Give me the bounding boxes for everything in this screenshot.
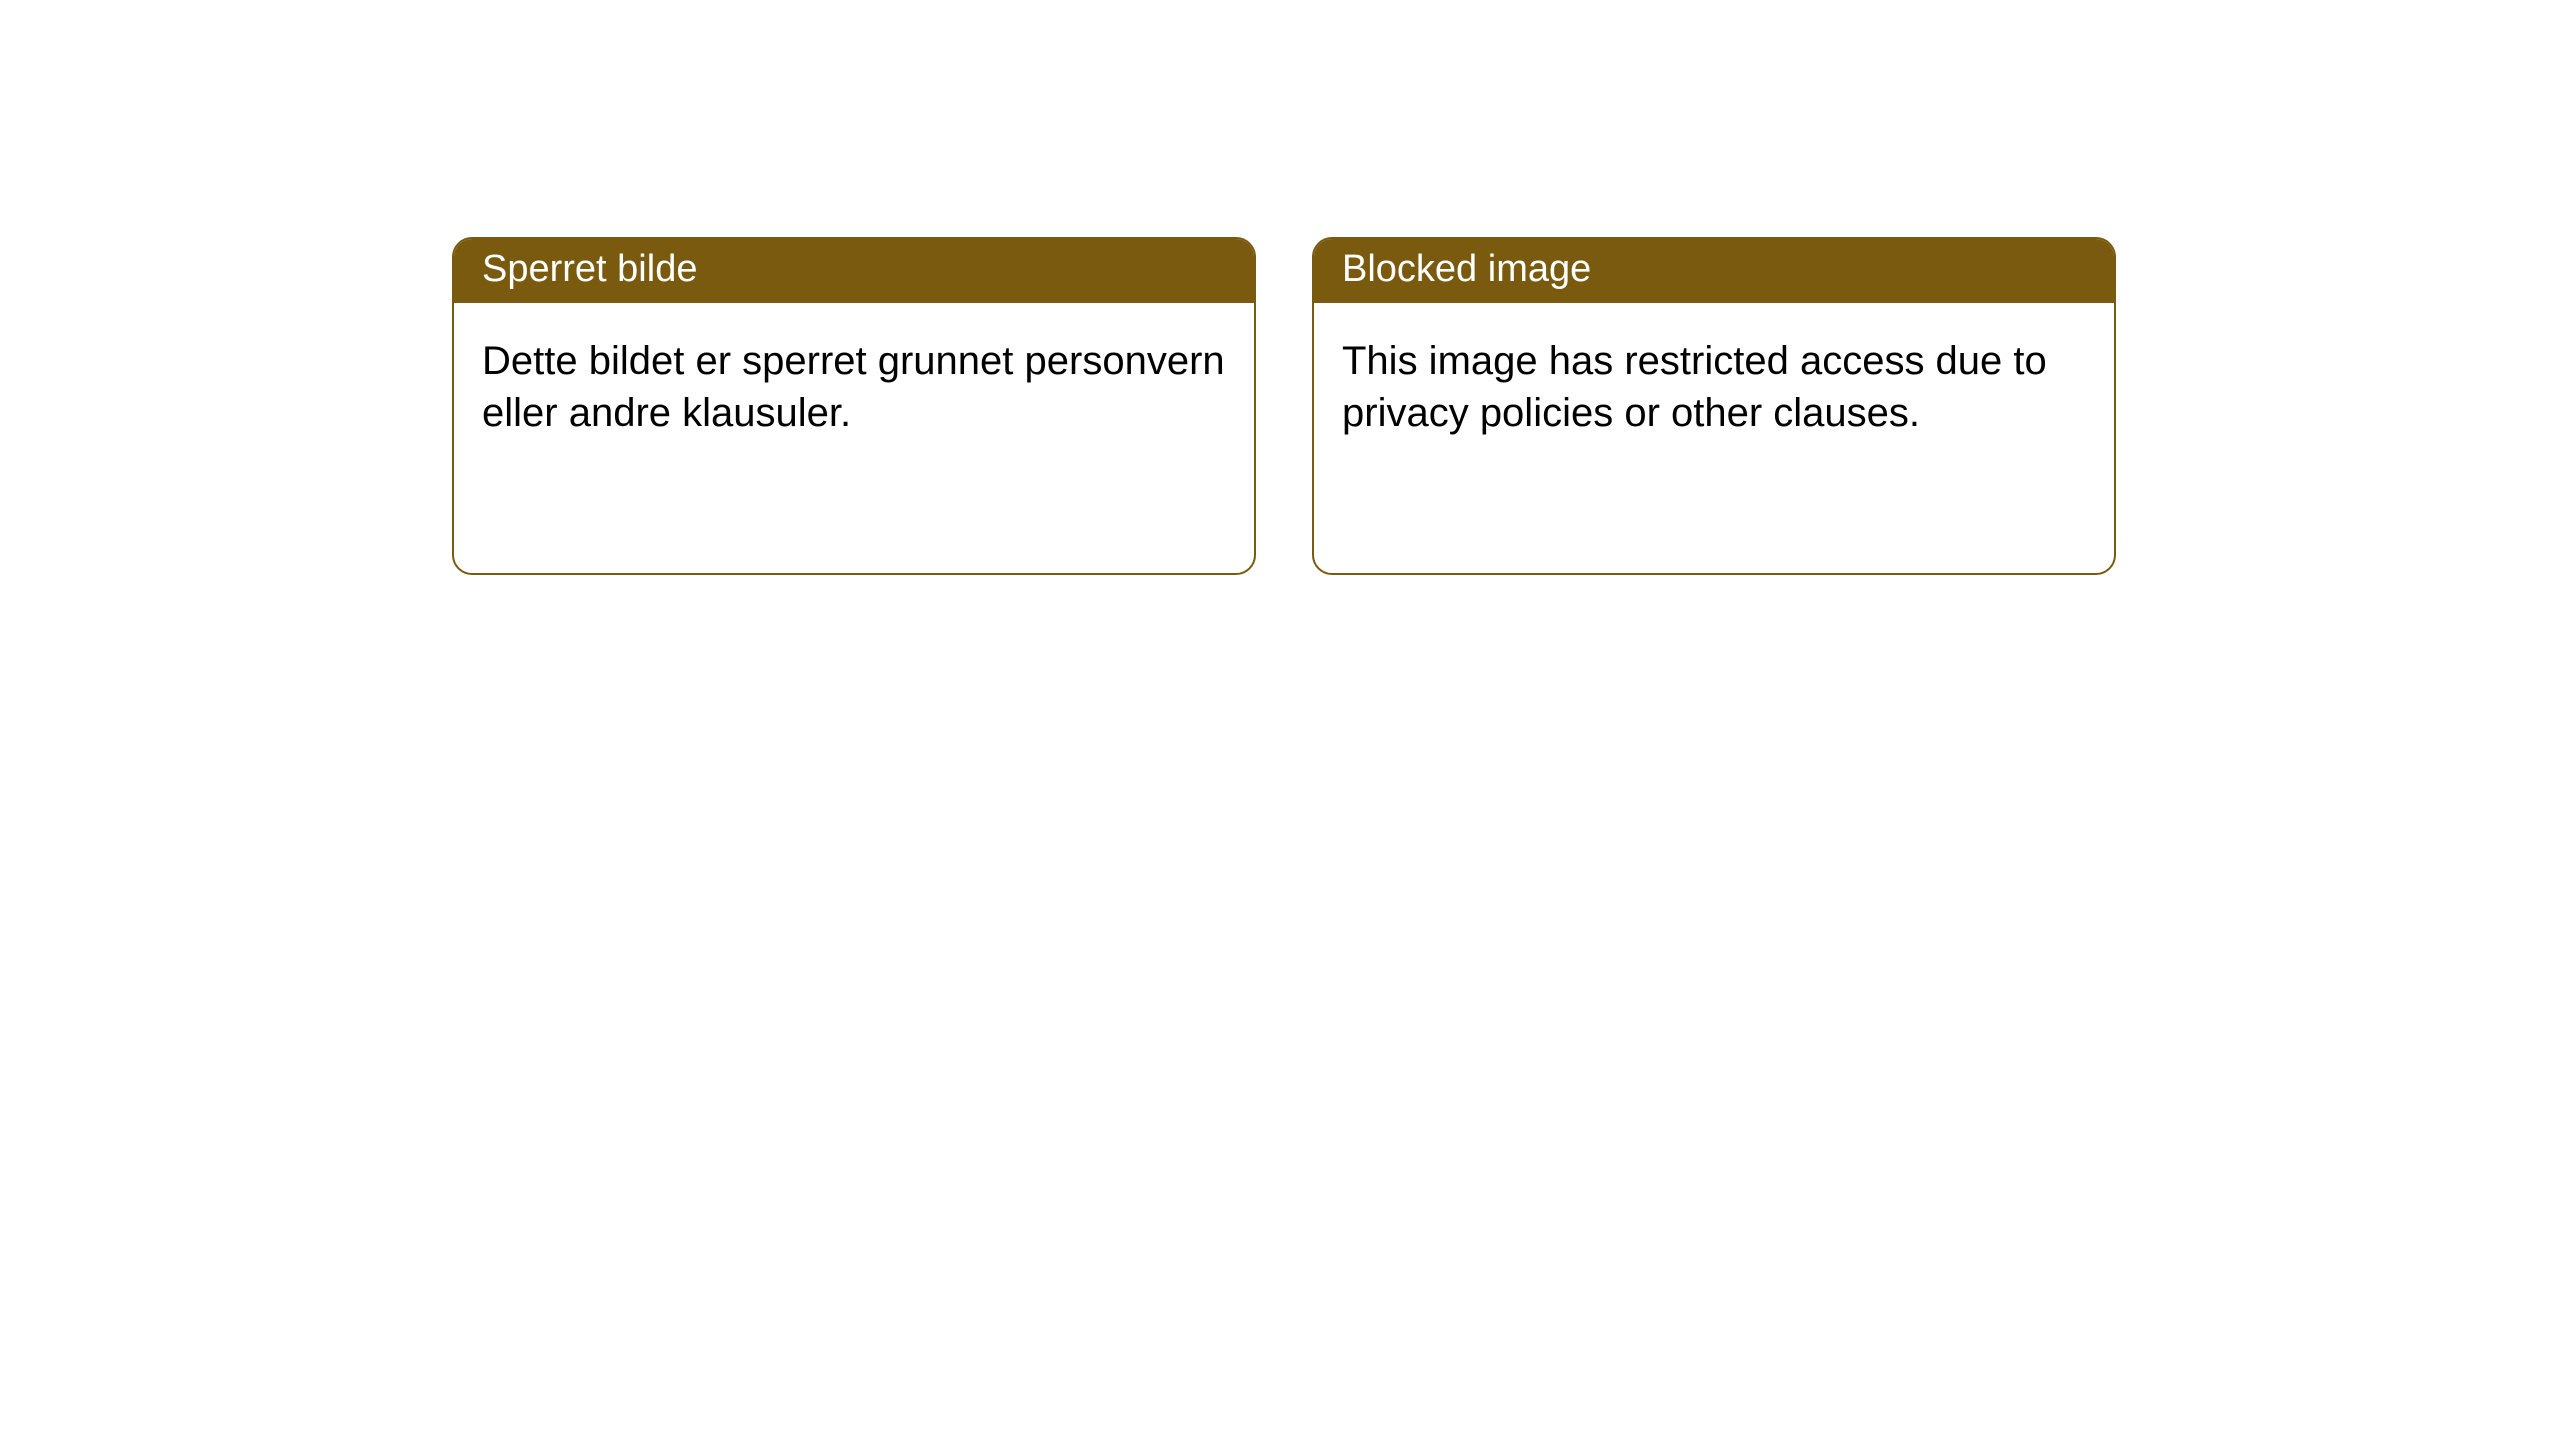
notice-card-norwegian: Sperret bilde Dette bildet er sperret gr…	[452, 237, 1256, 575]
notice-card-english: Blocked image This image has restricted …	[1312, 237, 2116, 575]
notice-title: Blocked image	[1342, 247, 2086, 293]
notice-header: Sperret bilde	[454, 239, 1254, 303]
notice-body: Dette bildet er sperret grunnet personve…	[454, 303, 1254, 471]
notice-container: Sperret bilde Dette bildet er sperret gr…	[0, 0, 2560, 575]
notice-header: Blocked image	[1314, 239, 2114, 303]
notice-message: This image has restricted access due to …	[1342, 335, 2086, 439]
notice-body: This image has restricted access due to …	[1314, 303, 2114, 471]
notice-message: Dette bildet er sperret grunnet personve…	[482, 335, 1226, 439]
notice-title: Sperret bilde	[482, 247, 1226, 293]
